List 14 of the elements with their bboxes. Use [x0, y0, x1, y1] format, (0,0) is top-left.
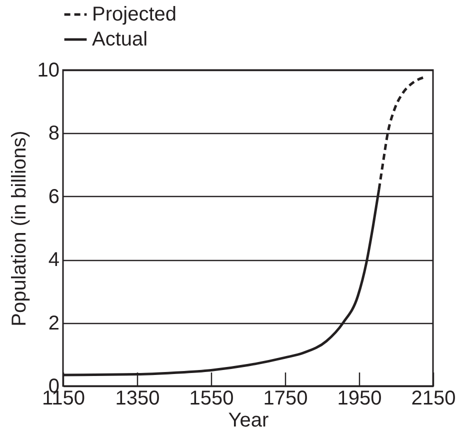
y-tick-label: 10 [37, 60, 60, 82]
y-tick-label: 6 [48, 186, 60, 208]
y-tick-label: 8 [48, 122, 60, 145]
y-tick-label: 4 [48, 249, 60, 272]
y-tick-label: 2 [48, 312, 60, 334]
x-axis-title: Year [228, 410, 270, 432]
legend-label: Projected [92, 4, 176, 26]
y-axis-title: Population (in billions) [8, 130, 30, 326]
x-tick-label: 1550 [189, 388, 234, 410]
x-tick-label: 1350 [115, 388, 160, 410]
legend-label: Actual [92, 28, 148, 50]
x-tick-label: 1950 [337, 388, 382, 410]
x-tick-label: 2150 [411, 388, 456, 410]
x-tick-label: 1750 [263, 388, 308, 410]
